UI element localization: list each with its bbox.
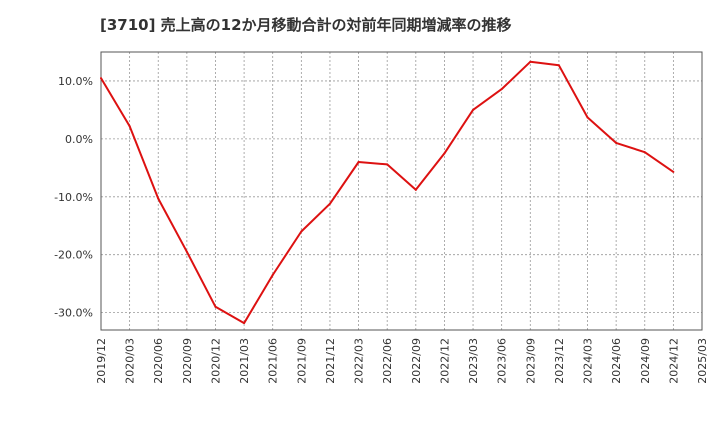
data-point <box>414 188 417 191</box>
x-tick-label: 2023/09 <box>524 338 537 384</box>
data-point <box>643 151 646 154</box>
x-tick-label: 2020/06 <box>152 338 165 384</box>
x-tick-label: 2023/03 <box>467 338 480 384</box>
data-point <box>185 250 188 253</box>
data-point <box>357 161 360 164</box>
data-point <box>243 322 246 325</box>
x-tick-label: 2023/12 <box>553 338 566 384</box>
x-tick-label: 2020/03 <box>124 338 137 384</box>
x-tick-label: 2022/06 <box>381 338 394 384</box>
x-tick-label: 2020/09 <box>181 338 194 384</box>
x-tick-label: 2020/12 <box>209 338 222 384</box>
y-tick-label: 10.0% <box>58 75 93 88</box>
data-point <box>472 108 475 111</box>
x-tick-label: 2025/03 <box>696 338 709 384</box>
data-point <box>672 170 675 173</box>
data-point <box>500 88 503 91</box>
x-tick-label: 2022/12 <box>438 338 451 384</box>
x-tick-label: 2019/12 <box>95 338 108 384</box>
data-point <box>128 125 131 128</box>
data-point <box>615 141 618 144</box>
x-tick-label: 2024/09 <box>639 338 652 384</box>
x-tick-label: 2022/09 <box>410 338 423 384</box>
plot-frame <box>100 51 703 331</box>
x-tick-label: 2021/09 <box>295 338 308 384</box>
x-tick-label: 2024/03 <box>582 338 595 384</box>
series-layer <box>100 60 675 325</box>
y-tick-label: -30.0% <box>54 307 93 320</box>
y-tick-label: -10.0% <box>54 191 93 204</box>
x-tick-label: 2021/12 <box>324 338 337 384</box>
y-tick-label: 0.0% <box>65 133 93 146</box>
data-point <box>443 152 446 155</box>
y-tick-label: -20.0% <box>54 249 93 262</box>
data-point <box>157 197 160 200</box>
data-point <box>557 64 560 67</box>
x-tick-label: 2023/06 <box>496 338 509 384</box>
chart-title: [3710] 売上高の12か月移動合計の対前年同期増減率の推移 <box>100 16 512 34</box>
x-tick-label: 2022/03 <box>353 338 366 384</box>
data-point <box>100 77 102 80</box>
data-point <box>586 116 589 119</box>
x-tick-label: 2024/06 <box>610 338 623 384</box>
data-point <box>529 60 532 63</box>
data-point <box>271 273 274 276</box>
grid-lines <box>101 52 702 330</box>
x-tick-label: 2021/03 <box>238 338 251 384</box>
data-point <box>300 230 303 233</box>
x-tick-label: 2024/12 <box>667 338 680 384</box>
y-axis-ticks: 10.0% 0.0% -10.0% -20.0% -30.0% <box>54 75 93 320</box>
data-point <box>386 163 389 166</box>
x-tick-label: 2021/06 <box>267 338 280 384</box>
data-point <box>328 202 331 205</box>
x-axis-ticks: 2019/12 2020/03 2020/06 2020/09 2020/12 2021/… <box>95 338 709 384</box>
data-point <box>214 305 217 308</box>
